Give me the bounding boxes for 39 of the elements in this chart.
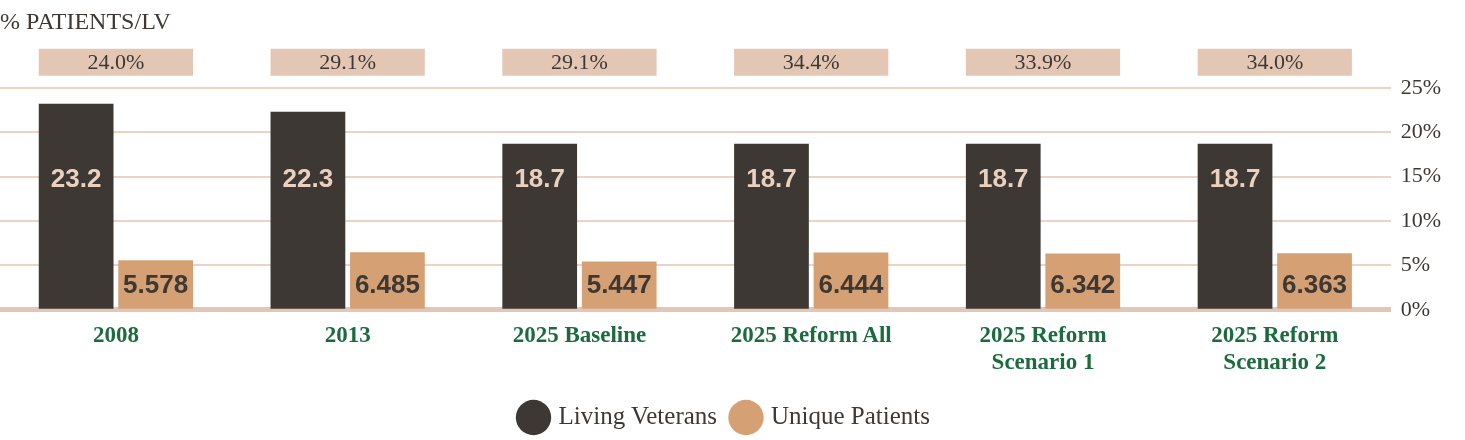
data-label: 6.363 [1282,268,1348,299]
data-label: 6.444 [818,268,885,299]
y-tick-label: 5% [1400,251,1430,277]
data-label: 18.7 [514,162,565,193]
bar [1197,143,1273,309]
y-tick-label: 15% [1400,162,1441,188]
bar [502,143,578,309]
text: 29.1% [319,48,377,74]
data-label: 18.7 [746,162,797,193]
chart-title: % PATIENTS/LV [0,7,172,34]
x-tick-label: 2025 Reform Scenario 1 [979,321,1107,375]
x-tick-label: 2013 [324,321,371,347]
x-tick-label: 2025 Reform All [730,321,892,347]
text: 33.9% [1014,48,1072,74]
x-tick-label: 2025 Baseline [512,321,647,347]
data-label: 5.447 [586,268,652,299]
data-label: 22.3 [282,162,334,193]
data-label: 18.7 [977,162,1029,193]
text: 24.0% [87,48,145,74]
data-label: 6.485 [354,268,420,299]
text: 34.0% [1246,48,1304,74]
data-label: 23.2 [50,162,102,193]
data-label: 6.342 [1050,268,1116,299]
legend-label: Living Veterans [558,402,718,430]
y-tick-label: 10% [1400,206,1441,232]
bar [734,143,809,309]
y-tick-label: 25% [1400,73,1441,99]
x-tick-label: 2008 [92,321,139,347]
data-label: 18.7 [1209,162,1261,193]
bar [38,103,114,309]
y-tick-label: 20% [1400,117,1441,143]
x-tick-label: 2025 Reform Scenario 2 [1211,321,1339,375]
text: 29.1% [551,48,608,74]
bar [965,143,1041,309]
text: 34.4% [782,48,840,74]
bar [270,111,346,309]
data-label: 5.578 [123,268,189,299]
legend-label: Unique Patients [770,402,930,430]
y-tick-label: 0% [1400,295,1430,321]
